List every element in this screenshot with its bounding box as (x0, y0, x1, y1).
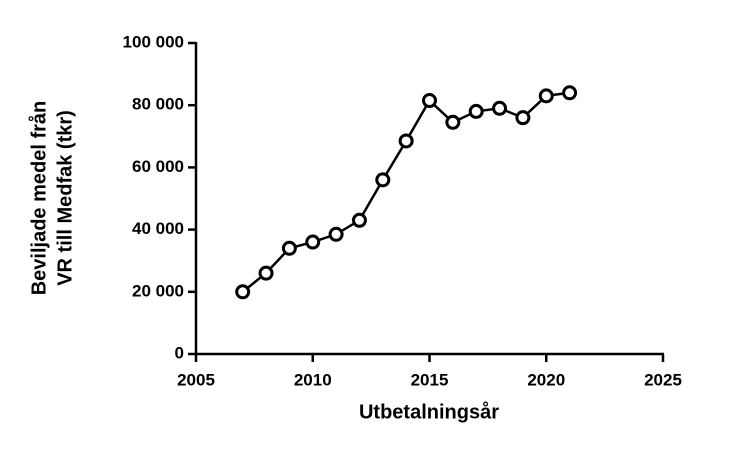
data-point (351, 212, 367, 228)
y-tick-label: 20 000 (132, 281, 184, 300)
data-point (538, 88, 554, 104)
data-point (445, 114, 461, 130)
x-tick-label: 2005 (177, 370, 215, 389)
data-point (492, 100, 508, 116)
y-tick-label: 60 000 (132, 157, 184, 176)
y-tick-label: 100 000 (123, 32, 184, 51)
x-tick-label: 2025 (644, 370, 682, 389)
data-point (562, 85, 578, 101)
data-point (422, 93, 437, 109)
y-tick-label: 80 000 (132, 95, 184, 114)
y-tick-label: 0 (175, 343, 184, 362)
data-point (468, 103, 484, 119)
x-axis-label: Utbetalningsår (359, 400, 499, 423)
data-point (515, 110, 531, 126)
data-point (305, 234, 321, 250)
data-point (398, 133, 414, 149)
x-tick-label: 2015 (411, 370, 449, 389)
data-point (375, 172, 391, 188)
x-tick-label: 2020 (527, 370, 565, 389)
data-point (235, 284, 251, 300)
data-point (328, 226, 344, 242)
x-tick-label: 2010 (294, 370, 332, 389)
y-axis-label: VR till Medfak (tkr) (54, 110, 76, 286)
y-tick-label: 40 000 (132, 219, 184, 238)
data-point (258, 265, 274, 281)
y-axis-label: Beviljade medel från (27, 101, 50, 296)
data-point (281, 240, 297, 256)
